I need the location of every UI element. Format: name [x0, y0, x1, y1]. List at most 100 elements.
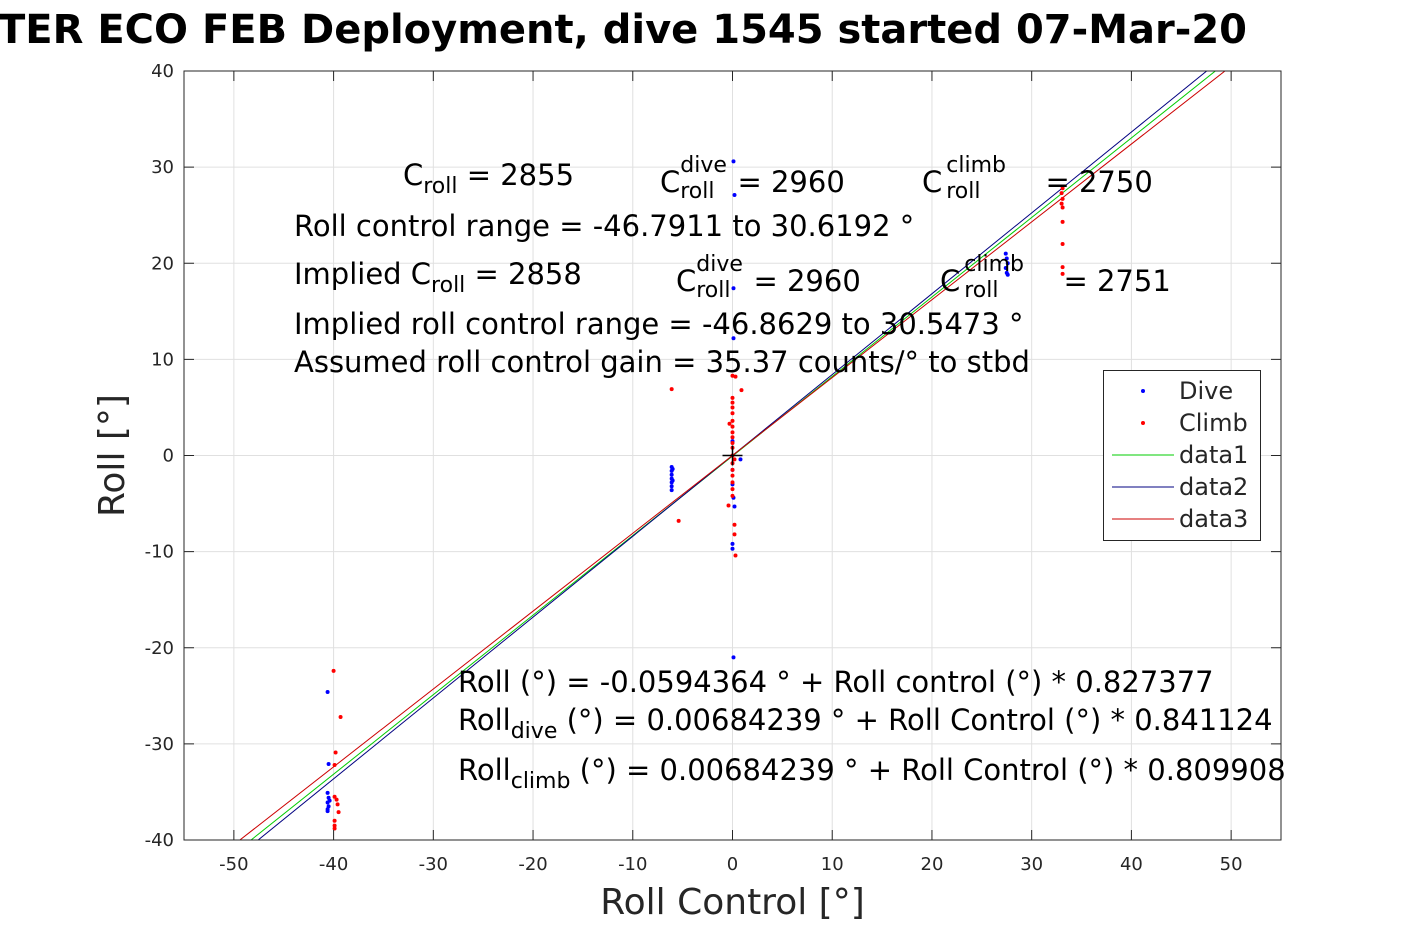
- climb-point: [730, 411, 735, 416]
- dive-point: [1005, 272, 1010, 277]
- legend-item-dive: Dive: [1104, 376, 1260, 406]
- fit-dive-rest: (°) = 0.00684239 ° + Roll Control (°) * …: [557, 703, 1273, 737]
- fit-dive-sub: dive: [510, 719, 558, 744]
- assumed-gain: Assumed roll control gain = 35.37 counts…: [294, 345, 1030, 379]
- c-roll-dive-value: = 2960: [737, 165, 845, 199]
- dive-point: [325, 689, 330, 694]
- y-tick-label: -10: [145, 542, 174, 563]
- c-roll-climb-value: = 2750: [1045, 165, 1153, 199]
- y-tick-label: 0: [163, 446, 174, 467]
- dive-point: [669, 472, 674, 477]
- y-tick-label: 20: [151, 253, 174, 274]
- y-axis-label: Roll [°]: [92, 394, 133, 517]
- c-roll-climb-sub: roll: [946, 179, 981, 204]
- x-tick-label: 50: [1220, 854, 1243, 875]
- climb-point: [730, 441, 735, 446]
- y-tick-label: 40: [151, 61, 174, 82]
- c-roll-value: = 2855: [466, 158, 575, 192]
- chart-title: TER ECO FEB Deployment, dive 1545 starte…: [0, 4, 1417, 56]
- climb-point: [726, 503, 731, 508]
- climb-point: [1060, 219, 1065, 224]
- legend-data3-line: [1112, 518, 1174, 520]
- dive-point: [325, 807, 330, 812]
- climb-point: [730, 487, 735, 492]
- x-tick-label: -40: [319, 854, 348, 875]
- climb-point: [1059, 201, 1064, 206]
- climb-point: [669, 387, 674, 392]
- climb-point: [332, 763, 337, 768]
- implied-c-climb-base: C: [940, 264, 961, 298]
- climb-point: [333, 750, 338, 755]
- implied-c-roll-annotation: Implied Croll = 2858: [294, 257, 582, 297]
- dive-point: [731, 655, 736, 660]
- climb-point: [739, 388, 744, 393]
- legend-item-data2: data2: [1104, 472, 1260, 502]
- implied-c-dive-base: C: [676, 264, 697, 298]
- climb-point: [1060, 186, 1065, 191]
- roll-control-range: Roll control range = -46.7911 to 30.6192…: [294, 209, 915, 243]
- climb-point: [676, 518, 681, 523]
- legend-item-data3: data3: [1104, 504, 1260, 534]
- climb-point: [732, 457, 737, 462]
- climb-point: [730, 435, 735, 440]
- legend-data1-line: [1112, 454, 1174, 456]
- legend-dive-marker: [1141, 389, 1145, 393]
- x-tick-label: 40: [1120, 854, 1143, 875]
- c-roll-annotation: Croll = 2855: [403, 158, 575, 198]
- implied-c-climb-supsub: climb roll: [960, 252, 1054, 303]
- y-tick-label: 10: [151, 349, 174, 370]
- fit-dive-base: Roll: [458, 703, 511, 737]
- dive-point: [1005, 261, 1010, 266]
- legend-label-data1: data1: [1179, 441, 1249, 469]
- climb-point: [730, 480, 735, 485]
- climb-point: [332, 818, 337, 823]
- climb-point: [732, 532, 737, 537]
- climb-point: [334, 797, 339, 802]
- legend-label-dive: Dive: [1179, 377, 1234, 405]
- dive-point: [327, 798, 332, 803]
- c-roll-climb-supsub: climb roll: [942, 153, 1036, 204]
- y-tick-label: -40: [145, 830, 174, 851]
- legend-label-data3: data3: [1179, 505, 1249, 533]
- climb-point: [732, 522, 737, 527]
- dive-point: [669, 488, 674, 493]
- x-axis-label: Roll Control [°]: [600, 882, 865, 923]
- climb-point: [730, 400, 735, 405]
- climb-point: [733, 374, 738, 379]
- x-tick-label: 0: [727, 854, 738, 875]
- climb-point: [1060, 205, 1065, 210]
- x-tick-label: -20: [518, 854, 547, 875]
- fit-climb-rest: (°) = 0.00684239 ° + Roll Control (°) * …: [570, 753, 1286, 787]
- climb-point: [1060, 242, 1065, 247]
- climb-point: [336, 810, 341, 815]
- climb-point: [1059, 191, 1064, 196]
- implied-c-dive-sub: roll: [696, 278, 731, 303]
- fit-climb-sub: climb: [510, 769, 571, 794]
- climb-point: [331, 668, 336, 673]
- dive-point: [325, 790, 330, 795]
- implied-roll-control-range: Implied roll control range = -46.8629 to…: [294, 307, 1024, 341]
- dive-point: [731, 336, 736, 341]
- implied-c-dive-value: = 2960: [753, 264, 861, 298]
- x-tick-label: 30: [1020, 854, 1043, 875]
- climb-point: [727, 421, 732, 426]
- c-roll-dive-sup: dive: [680, 153, 727, 178]
- data-layer: [239, 71, 1226, 840]
- x-tick-label: -30: [419, 854, 448, 875]
- climb-point: [332, 794, 337, 799]
- climb-point: [1060, 271, 1065, 276]
- legend-data2-line: [1112, 486, 1174, 488]
- c-roll-climb-sup: climb: [946, 153, 1006, 178]
- climb-point: [733, 553, 738, 558]
- climb-point: [338, 714, 343, 719]
- legend-item-data1: data1: [1104, 440, 1260, 470]
- chart-title-text: TER ECO FEB Deployment, dive 1545 starte…: [0, 7, 1248, 53]
- climb-point: [730, 493, 735, 498]
- climb-point: [730, 405, 735, 410]
- c-roll-sub: roll: [423, 174, 458, 199]
- dive-point: [1003, 251, 1008, 256]
- fit-climb-base: Roll: [458, 753, 511, 787]
- climb-point: [335, 802, 340, 807]
